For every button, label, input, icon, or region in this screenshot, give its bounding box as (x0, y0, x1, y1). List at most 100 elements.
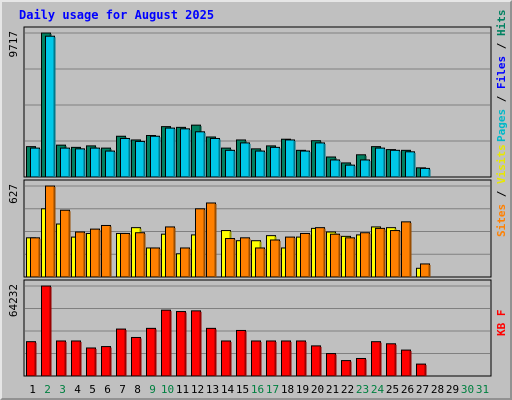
bar-files (120, 137, 130, 178)
bar-files (225, 149, 235, 178)
bar-kb-f (161, 309, 171, 377)
legend-separator: / (495, 89, 508, 109)
bar-files (330, 159, 340, 178)
bar-sites (240, 237, 250, 278)
x-tick-label: 23 (356, 383, 369, 396)
bar-sites (135, 232, 145, 278)
bar-sites (345, 237, 355, 278)
bar-files (345, 164, 355, 178)
bar-files (255, 150, 265, 178)
panel-visits-sites: 627 Sites / Visits (7, 144, 508, 278)
bar-sites (150, 247, 160, 278)
bar-files (315, 142, 325, 178)
bar-files (165, 127, 175, 178)
x-tick-label: 27 (416, 383, 429, 396)
legend-item: KB F (495, 310, 508, 337)
x-tick-label: 19 (296, 383, 309, 396)
bar-files (105, 150, 115, 178)
bar-sites (101, 224, 111, 278)
x-tick-label: 30 (461, 383, 474, 396)
legend-item: Sites (495, 204, 508, 237)
x-tick-label: 29 (446, 383, 459, 396)
bar-sites (45, 185, 55, 278)
bar-files (300, 150, 310, 178)
bar-kb-f (356, 357, 366, 377)
bar-files (285, 139, 295, 178)
x-tick-label: 14 (221, 383, 235, 396)
x-tick-label: 18 (281, 383, 294, 396)
bar-sites (315, 227, 325, 278)
legend-item: Files (495, 56, 508, 89)
x-tick-label: 12 (191, 383, 204, 396)
bar-kb-f (371, 341, 381, 377)
bar-files (150, 135, 160, 178)
panel-hits-files-pages: 9717 Pages / Files / Hits (7, 10, 508, 178)
bar-sites (330, 233, 340, 278)
bar-kb-f (281, 340, 291, 377)
bar-kb-f (401, 349, 411, 377)
legend-separator: / (495, 184, 508, 204)
x-tick-label: 1 (29, 383, 36, 396)
legend-hits-files-pages: Pages / Files / Hits (495, 10, 508, 143)
bar-files (135, 140, 145, 178)
legend-separator: / (495, 36, 508, 56)
x-tick-label: 5 (89, 383, 96, 396)
max-label-visits-sites: 627 (7, 184, 20, 204)
bar-kb-f (311, 345, 321, 377)
bar-files (75, 148, 85, 178)
x-tick-label: 31 (476, 383, 489, 396)
bar-sites (30, 237, 40, 278)
x-tick-label: 8 (134, 383, 141, 396)
x-tick-label: 22 (341, 383, 354, 396)
bar-sites (390, 230, 400, 278)
bar-kb-f (116, 328, 126, 377)
bar-sites (255, 247, 265, 278)
bar-files (60, 147, 70, 178)
bar-sites (225, 238, 235, 278)
x-tick-label: 3 (59, 383, 66, 396)
bar-sites (90, 228, 100, 278)
bar-files (30, 147, 40, 178)
legend-item: Visits (495, 144, 508, 184)
bar-kb-f (176, 311, 186, 377)
bar-kb-f (341, 360, 351, 377)
x-tick-label: 24 (371, 383, 385, 396)
bar-kb-f (326, 353, 336, 377)
x-tick-label: 7 (119, 383, 126, 396)
bar-sites (375, 227, 385, 278)
panel-kbytes: 64232 KB F (7, 279, 508, 377)
bar-sites (300, 232, 310, 278)
bar-sites (165, 226, 175, 278)
bar-files (420, 167, 430, 178)
x-tick-label: 2 (44, 383, 51, 396)
x-tick-label: 28 (431, 383, 444, 396)
bar-files (375, 147, 385, 178)
x-tick-label: 4 (74, 383, 81, 396)
bar-sites (420, 263, 430, 278)
bar-files (90, 147, 100, 178)
bar-sites (60, 209, 70, 278)
x-tick-label: 21 (326, 383, 339, 396)
bar-kb-f (236, 329, 246, 377)
bar-kb-f (296, 340, 306, 377)
bar-files (390, 149, 400, 178)
bar-kb-f (56, 340, 66, 377)
bar-files (180, 128, 190, 178)
bar-kb-f (386, 343, 396, 377)
bar-kb-f (221, 340, 231, 377)
bar-kb-f (41, 285, 51, 377)
bar-files (270, 146, 280, 178)
bar-files (405, 151, 415, 178)
x-tick-label: 17 (266, 383, 279, 396)
bar-sites (270, 239, 280, 278)
x-tick-label: 6 (104, 383, 111, 396)
bar-kb-f (146, 327, 156, 377)
bar-kb-f (266, 340, 276, 377)
chart-title: Daily usage for August 2025 (19, 8, 214, 22)
x-tick-label: 11 (176, 383, 189, 396)
bar-sites (401, 221, 411, 278)
legend-visits-sites: Sites / Visits (495, 144, 508, 237)
bar-kb-f (416, 363, 426, 377)
legend-item: Pages (495, 109, 508, 142)
